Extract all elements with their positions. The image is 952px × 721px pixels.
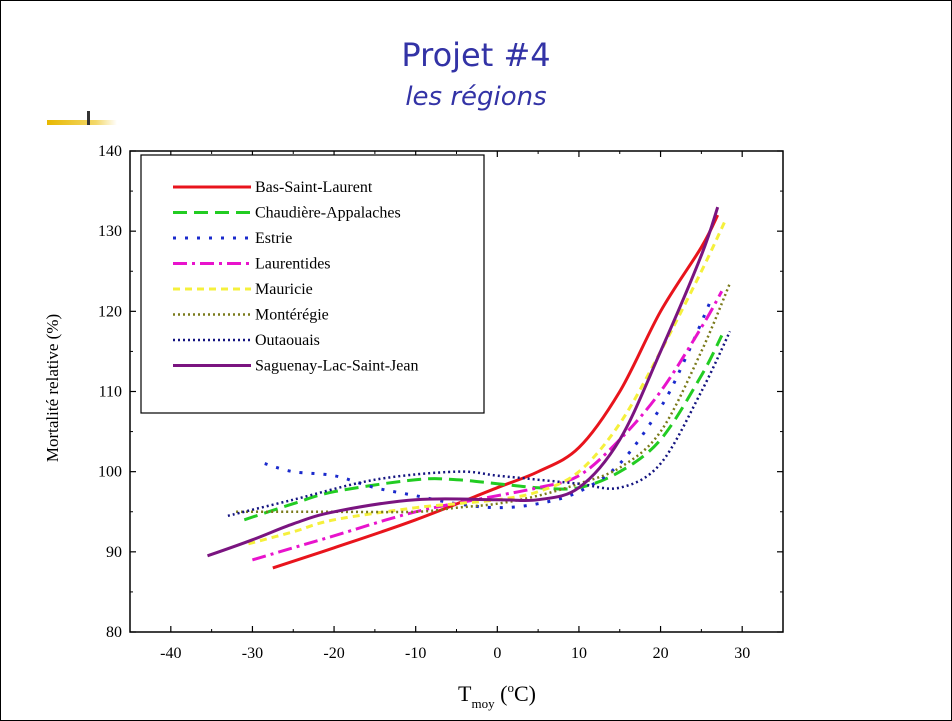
x-axis-label-close: C) [514,681,536,706]
legend-label-saguenay-lac-saint-jean: Saguenay-Lac-Saint-Jean [255,358,418,375]
x-tick-label: 30 [734,645,750,662]
x-tick-label: 20 [653,645,669,662]
legend-label-outaouais: Outaouais [255,332,320,349]
legend-box [140,154,485,414]
x-tick-label: -10 [405,645,426,662]
y-axis-label: Mortalité relative (%) [43,314,62,462]
series-line-bas-saint-laurent [272,214,720,570]
x-tick-label: 10 [571,645,587,662]
slide-subtitle: les régions [405,82,547,112]
y-tick-label: 90 [106,544,122,561]
x-axis-label-deg: o [507,680,514,695]
y-tick-label: 110 [99,384,122,401]
x-axis-label-open: ( [495,681,508,706]
y-tick-label: 140 [98,143,122,160]
series-line-outaouais [227,330,732,518]
slide-title: Projet #4 [401,36,551,74]
y-tick-label: 120 [98,303,122,320]
legend-label-bas-saint-laurent: Bas-Saint-Laurent [255,179,373,196]
x-tick-label: -40 [160,645,181,662]
x-tick-label: -20 [323,645,344,662]
axis-ticks: -40 -30 -20 -10 0 10 20 30 80 90 100 110 120 130 140 [98,143,784,662]
series-line-chaudiere-appalaches [243,334,724,522]
legend: Bas-Saint-Laurent Chaudière-Appalaches Est… [140,154,485,414]
x-tick-label: 0 [493,645,501,662]
x-axis-label-sub: moy [472,696,496,711]
slide-accent-bar [47,120,117,125]
y-tick-label: 80 [106,624,122,641]
x-axis-label: Tmoy (oC) [458,680,536,711]
series-line-mauricie [248,218,728,546]
series-line-saguenay-lac-saint-jean [207,206,720,558]
legend-label-laurentides: Laurentides [255,256,331,273]
legend-label-monteregie: Montérégie [255,307,329,324]
x-axis-label-main: T [458,681,472,706]
legend-label-mauricie: Mauricie [255,281,313,298]
series-lines [207,206,732,570]
x-tick-label: -30 [242,645,263,662]
slide-accent-tick [87,111,90,125]
y-tick-label: 130 [98,223,122,240]
legend-label-chaudiere-appalaches: Chaudière-Appalaches [255,205,401,222]
legend-label-estrie: Estrie [255,230,292,247]
y-tick-label: 100 [98,464,122,481]
series-line-laurentides [251,290,724,562]
